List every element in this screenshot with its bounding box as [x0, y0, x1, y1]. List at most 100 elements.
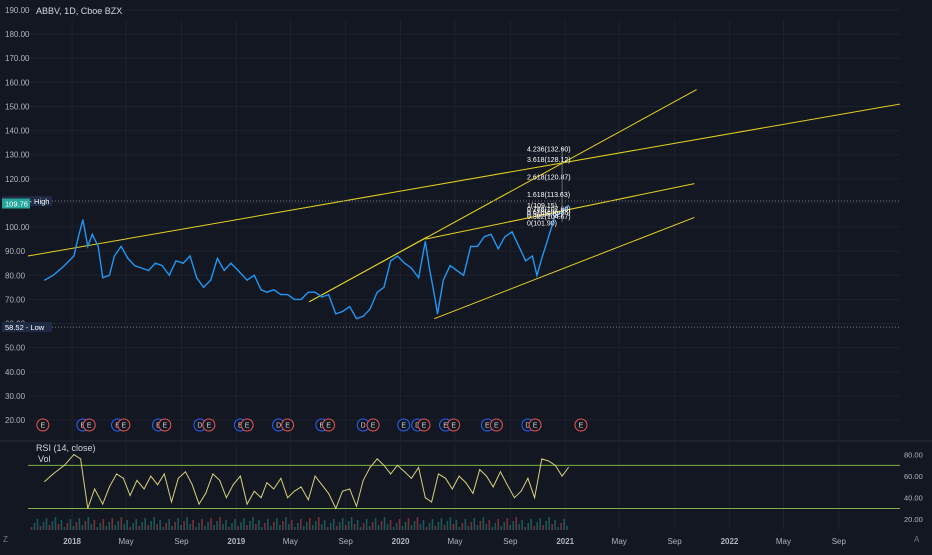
volume-bar [488, 520, 491, 530]
trendline[interactable] [434, 216, 695, 320]
event-marker-earnings[interactable] [117, 418, 131, 432]
fib-level-label[interactable]: 0.382(104.67) [527, 214, 571, 221]
volume-bar [276, 518, 278, 530]
fib-level-label[interactable]: 0(101.90) [527, 220, 557, 227]
volume-bar [60, 520, 63, 530]
price-point [91, 233, 93, 235]
volume-bar [180, 525, 182, 530]
volume-bar [299, 519, 302, 530]
trendline[interactable] [27, 103, 901, 257]
price-point [127, 257, 129, 260]
price-point [102, 277, 104, 279]
volume-bar [255, 524, 257, 530]
event-marker-earnings[interactable] [36, 418, 50, 432]
price-point [210, 279, 212, 281]
event-marker-letter: E [87, 423, 92, 430]
time-tick-label: May [283, 537, 298, 546]
event-marker-letter: E [422, 423, 427, 430]
event-marker-earnings[interactable] [158, 418, 172, 432]
auto-scale-label[interactable]: A [914, 535, 920, 544]
event-marker-letter: E [494, 423, 499, 430]
volume-bar [246, 525, 248, 530]
time-tick-label: Sep [667, 537, 682, 546]
rsi-point [335, 507, 337, 509]
trendlines-layer[interactable] [27, 89, 901, 320]
event-marker-earnings[interactable] [322, 418, 336, 432]
fib-levels-layer[interactable]: 4.236(132.60) 3.618(128.12) 2.618(120.87) 1… [527, 146, 571, 227]
rsi-point [73, 454, 75, 456]
rsi-point [342, 490, 344, 492]
rsi-point [404, 471, 406, 473]
volume-bar [368, 526, 371, 530]
volume-bar [111, 518, 114, 530]
volume-bar [270, 526, 272, 530]
fib-level-label[interactable]: 3.618(128.12) [527, 157, 571, 164]
timezone-z-label[interactable]: Z [3, 535, 8, 544]
price-point [428, 267, 430, 269]
volume-bar [261, 527, 263, 530]
volume-bar [392, 527, 395, 530]
volume-bar [386, 524, 389, 530]
price-point [52, 274, 54, 276]
volume-bar [39, 526, 42, 530]
time-tick-label: 2018 [63, 537, 81, 546]
event-marker-letter: E [533, 423, 538, 430]
price-point [321, 296, 323, 298]
fib-level-label[interactable]: 2.618(120.87) [527, 175, 571, 182]
event-markers-layer[interactable]: EEEEEEEDEEEDEEEDEEDEEEEEDEE [36, 418, 588, 432]
event-marker-earnings[interactable] [417, 418, 431, 432]
time-tick-label: Sep [503, 537, 518, 546]
volume-bar [165, 523, 167, 530]
fib-level-label[interactable]: 1(109.15) [527, 203, 557, 210]
rsi-point [513, 497, 515, 499]
price-tick-label: 100.00 [5, 223, 30, 232]
event-marker-earnings[interactable] [489, 418, 503, 432]
event-marker-letter: E [401, 423, 406, 430]
price-tick-label: 20.00 [5, 416, 26, 425]
fib-level-label[interactable]: 1.618(113.63) [527, 192, 570, 199]
volume-bar [530, 519, 532, 530]
volume-bar [356, 520, 359, 530]
event-marker-earnings[interactable] [574, 418, 588, 432]
price-point [541, 257, 543, 260]
event-marker-earnings[interactable] [366, 418, 380, 432]
price-point [120, 245, 122, 247]
price-point [230, 262, 232, 264]
event-marker-earnings[interactable] [281, 418, 295, 432]
event-marker-earnings[interactable] [528, 418, 542, 432]
event-marker-earnings[interactable] [397, 418, 411, 432]
event-marker-earnings[interactable] [82, 418, 96, 432]
event-marker-earnings[interactable] [202, 418, 216, 432]
volume-bar [204, 526, 206, 530]
trendline[interactable] [308, 236, 428, 303]
price-point [113, 255, 115, 257]
volume-bar [30, 527, 33, 530]
volume-bar [174, 522, 176, 530]
fib-level-label[interactable]: 4.236(132.60) [527, 146, 571, 153]
volume-bar [240, 522, 242, 530]
volume-bar [404, 522, 407, 530]
volume-bar [527, 523, 529, 530]
rsi-point [362, 479, 364, 481]
trendline[interactable] [425, 183, 695, 240]
volume-bar [329, 523, 332, 530]
price-tick-label: 160.00 [5, 78, 30, 87]
volume-bar [464, 519, 467, 530]
price-point [504, 236, 506, 238]
volume-bar [228, 527, 230, 530]
price-point [341, 310, 344, 313]
rsi-point [219, 479, 221, 481]
event-marker-earnings[interactable] [240, 418, 254, 432]
event-marker-earnings[interactable] [447, 418, 461, 432]
rsi-point [376, 458, 378, 460]
price-point [266, 291, 268, 293]
volume-bar [389, 520, 392, 530]
fib-level-label[interactable]: 0.786(107.60) [527, 207, 571, 214]
volume-bar [66, 523, 69, 530]
fib-level-label[interactable]: 0.618(106.38) [527, 210, 571, 217]
price-point [44, 279, 46, 281]
fib-level-label[interactable]: 0.5(105.52) [527, 212, 563, 219]
volume-bar [48, 525, 51, 530]
